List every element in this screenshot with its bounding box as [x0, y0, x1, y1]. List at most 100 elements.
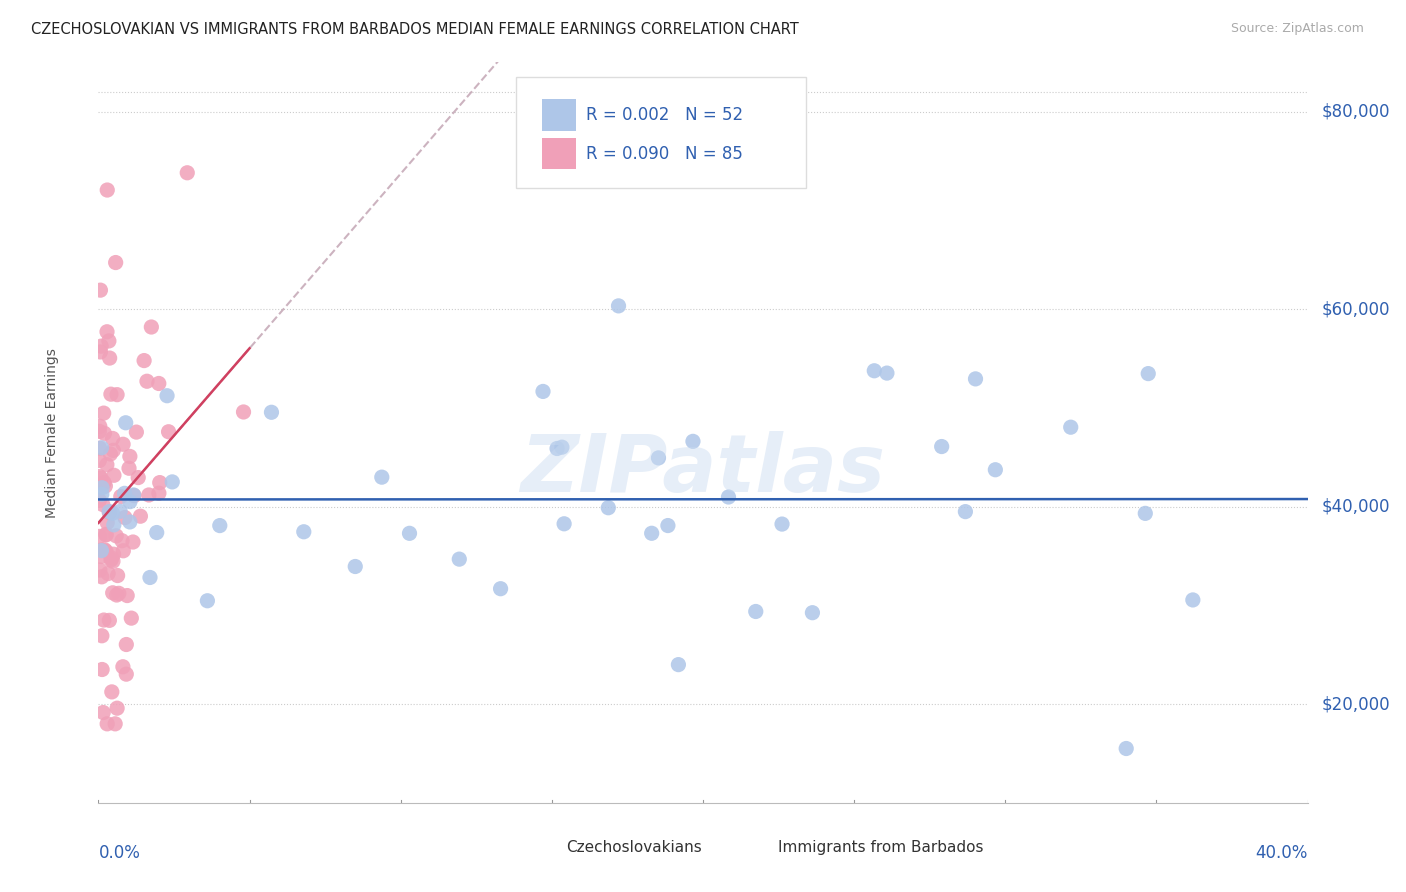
Point [955, 505, 977, 519]
Point [118, 450, 141, 464]
Point [107, 586, 129, 600]
Point [118, 515, 141, 529]
Bar [543, 138, 576, 169]
Point [90, 570, 112, 584]
Text: $40,000: $40,000 [1322, 498, 1391, 516]
Point [139, 570, 162, 584]
Point [93, 613, 115, 627]
Point [371, 470, 394, 484]
Point [984, 463, 1007, 477]
Point [100, 553, 122, 567]
Point [197, 593, 219, 607]
Text: Source: ZipAtlas.com: Source: ZipAtlas.com [1230, 22, 1364, 36]
Point [105, 529, 128, 543]
Point [98, 351, 121, 365]
Point [118, 461, 141, 475]
Point [90, 543, 112, 558]
Point [93, 406, 115, 420]
Point [115, 638, 138, 652]
Point [89, 425, 111, 439]
Point [90, 339, 112, 353]
Point [344, 559, 367, 574]
Point [668, 657, 690, 672]
Point [89, 283, 111, 297]
Point [101, 432, 124, 446]
Point [156, 389, 179, 403]
Point [89, 345, 111, 359]
Point [770, 517, 793, 532]
Point [489, 582, 512, 596]
Point [1115, 741, 1137, 756]
Point [531, 384, 554, 399]
Text: $60,000: $60,000 [1322, 301, 1391, 318]
Text: $20,000: $20,000 [1322, 695, 1391, 713]
Point [93, 426, 115, 441]
Point [90, 629, 112, 643]
Point [148, 376, 170, 391]
Point [89, 453, 111, 467]
Point [98, 505, 121, 519]
Point [105, 701, 128, 715]
Point [129, 509, 152, 524]
Point [1181, 593, 1204, 607]
Point [103, 547, 125, 561]
Point [107, 568, 129, 582]
Point [546, 442, 568, 456]
Point [89, 441, 111, 455]
Bar [745, 838, 772, 858]
Point [90, 487, 112, 501]
Point [745, 605, 768, 619]
Point [100, 447, 122, 461]
Point [647, 450, 669, 465]
FancyBboxPatch shape [516, 78, 806, 188]
Point [553, 516, 575, 531]
Point [1137, 367, 1160, 381]
Point [100, 551, 122, 566]
Point [162, 475, 184, 489]
Point [97, 334, 120, 348]
Text: $80,000: $80,000 [1322, 103, 1391, 120]
Point [108, 504, 131, 518]
Point [260, 405, 283, 419]
Point [398, 526, 420, 541]
Point [122, 489, 145, 503]
Point [112, 437, 135, 451]
Point [96, 458, 118, 472]
Point [641, 526, 664, 541]
Point [103, 443, 125, 458]
Point [90, 549, 112, 564]
Point [717, 490, 740, 504]
Point [94, 527, 117, 541]
Point [931, 440, 953, 454]
Point [90, 441, 112, 455]
Point [1135, 507, 1157, 521]
Point [97, 566, 120, 581]
Point [145, 525, 167, 540]
Point [112, 543, 135, 558]
Point [89, 563, 111, 577]
Point [91, 663, 114, 677]
Point [111, 659, 134, 673]
Point [965, 372, 987, 386]
Point [449, 552, 471, 566]
Point [104, 255, 127, 269]
Point [91, 481, 114, 495]
Point [863, 364, 886, 378]
Point [114, 510, 136, 524]
Point [89, 493, 111, 508]
Point [100, 387, 122, 401]
Point [157, 425, 180, 439]
Point [657, 518, 679, 533]
Point [876, 366, 898, 380]
Point [89, 469, 111, 483]
Point [138, 488, 160, 502]
Point [101, 685, 124, 699]
Point [91, 706, 114, 720]
Point [136, 374, 159, 388]
Text: R = 0.002   N = 52: R = 0.002 N = 52 [586, 106, 742, 124]
Point [103, 468, 125, 483]
Bar [534, 838, 561, 858]
Point [98, 506, 121, 520]
Point [90, 471, 112, 485]
Point [93, 475, 115, 490]
